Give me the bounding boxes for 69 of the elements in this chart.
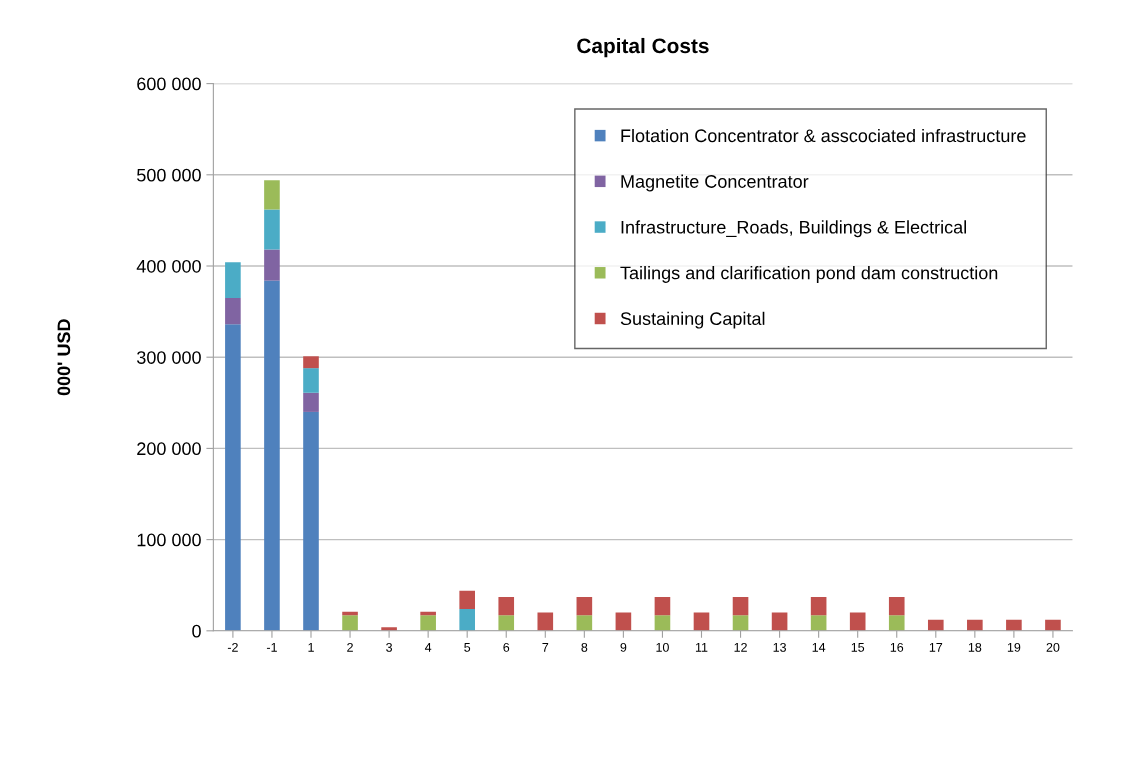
x-tick-label: 2 — [347, 642, 353, 652]
bar — [498, 615, 515, 631]
bar — [732, 615, 749, 631]
bar — [498, 597, 515, 616]
legend-label: Infrastructure_Roads, Buildings & Electrical — [621, 220, 966, 238]
bar — [225, 324, 241, 631]
bar — [264, 180, 280, 210]
bar — [342, 615, 358, 631]
bar — [927, 619, 944, 631]
x-tick-label: 20 — [1046, 642, 1060, 652]
bar — [303, 356, 319, 369]
bar — [849, 612, 866, 631]
x-tick-label: 1 — [308, 643, 314, 652]
bar — [810, 597, 827, 616]
bar — [264, 209, 280, 250]
bar — [225, 297, 241, 325]
bar — [420, 615, 436, 631]
bar — [810, 615, 827, 631]
x-tick-label: 11 — [695, 643, 708, 652]
x-tick-label: 3 — [386, 642, 393, 652]
x-tick-label: 9 — [620, 642, 627, 652]
bar — [967, 619, 983, 631]
bar — [225, 262, 241, 298]
x-tick-label: 6 — [503, 642, 510, 652]
bar — [732, 597, 749, 616]
x-tick-label: 18 — [968, 642, 982, 652]
legend-label: Tailings and clarification pond dam construction — [620, 266, 998, 283]
bar — [303, 411, 319, 631]
chart-title: Capital Costs — [577, 37, 709, 58]
y-tick-label: 400 000 — [136, 259, 201, 273]
bar — [1045, 619, 1061, 631]
legend-label: Magnetite Concentrator — [621, 174, 809, 192]
x-tick-label: -1 — [266, 643, 277, 652]
x-tick-label: 13 — [773, 642, 786, 652]
bar — [459, 608, 475, 631]
legend-label: Sustaining Capital — [620, 311, 765, 329]
legend-label: Flotation Concentrator & asscociated infrastructure — [621, 128, 1026, 143]
bar — [654, 615, 671, 631]
bar — [576, 615, 593, 631]
bar — [537, 612, 554, 631]
bar — [654, 597, 671, 616]
x-tick-label: 5 — [464, 643, 471, 652]
bar — [888, 615, 905, 631]
x-tick-label: 15 — [851, 643, 865, 652]
bar — [264, 249, 280, 281]
x-tick-label: 4 — [424, 643, 432, 652]
y-tick-label: 500 000 — [137, 168, 201, 182]
x-tick-label: 17 — [929, 643, 943, 652]
y-tick-label: 100 000 — [137, 533, 201, 547]
x-tick-label: 8 — [581, 642, 588, 652]
x-tick-label: 19 — [1007, 642, 1021, 652]
bar — [888, 597, 905, 616]
bar — [459, 590, 475, 609]
y-tick-label: 600 000 — [137, 77, 201, 91]
x-tick-label: 7 — [542, 643, 549, 652]
y-tick-label: 0 — [192, 624, 201, 638]
y-tick-label: 200 000 — [137, 442, 201, 456]
bar — [303, 392, 319, 412]
bar — [576, 597, 593, 616]
x-tick-label: 10 — [656, 642, 669, 652]
bar — [303, 368, 319, 393]
bar — [264, 280, 280, 631]
x-tick-label: 12 — [734, 642, 747, 652]
y-axis-title: 000' USD — [57, 319, 71, 396]
x-tick-label: 14 — [812, 643, 826, 652]
y-tick-label: 300 000 — [136, 351, 201, 364]
x-tick-label: 16 — [890, 642, 904, 652]
bar — [1006, 619, 1022, 631]
x-tick-label: -2 — [227, 642, 238, 652]
